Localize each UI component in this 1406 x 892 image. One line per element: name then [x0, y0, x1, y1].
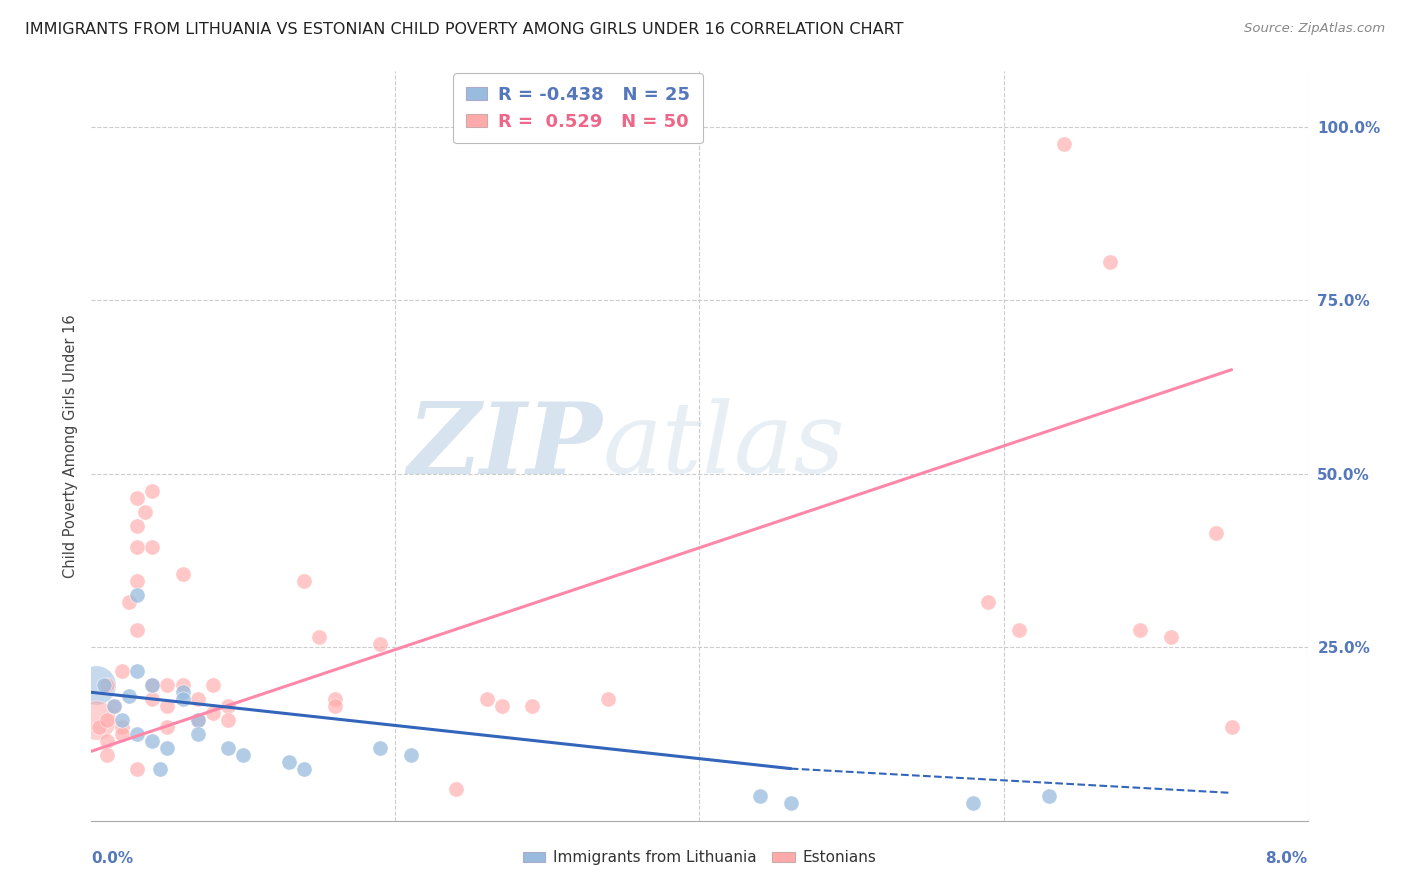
Text: 8.0%: 8.0%: [1265, 851, 1308, 866]
Point: [977, 595, 1000, 609]
Point: [84, 678, 107, 692]
Text: atlas: atlas: [602, 399, 845, 493]
Point: [125, 727, 148, 741]
Point: [1160, 630, 1182, 644]
Point: [111, 720, 134, 734]
Point: [202, 678, 225, 692]
Point: [111, 713, 134, 727]
Point: [444, 782, 467, 797]
Point: [368, 740, 391, 755]
Point: [84, 713, 107, 727]
Point: [134, 505, 156, 519]
Point: [962, 797, 984, 811]
Point: [1129, 623, 1152, 637]
Point: [149, 762, 172, 776]
Point: [141, 678, 163, 692]
Point: [156, 678, 179, 692]
Point: [141, 540, 163, 554]
Point: [96, 678, 118, 692]
Point: [156, 720, 179, 734]
Point: [1053, 137, 1076, 152]
Point: [172, 685, 194, 699]
Point: [125, 491, 148, 505]
Point: [491, 699, 513, 714]
Point: [779, 797, 801, 811]
Text: 0.0%: 0.0%: [91, 851, 134, 866]
Point: [111, 727, 134, 741]
Point: [278, 755, 301, 769]
Point: [1098, 255, 1121, 269]
Point: [1220, 720, 1243, 734]
Point: [399, 747, 422, 762]
Point: [1205, 525, 1227, 540]
Point: [103, 699, 125, 714]
Legend: Immigrants from Lithuania, Estonians: Immigrants from Lithuania, Estonians: [515, 843, 884, 873]
Point: [118, 689, 141, 703]
Point: [598, 692, 620, 706]
Text: Source: ZipAtlas.com: Source: ZipAtlas.com: [1244, 22, 1385, 36]
Y-axis label: Child Poverty Among Girls Under 16: Child Poverty Among Girls Under 16: [62, 314, 77, 578]
Point: [156, 699, 179, 714]
Point: [202, 706, 225, 720]
Point: [118, 595, 141, 609]
Point: [323, 699, 346, 714]
Point: [217, 699, 239, 714]
Point: [217, 740, 239, 755]
Point: [187, 713, 209, 727]
Point: [308, 630, 330, 644]
Point: [141, 692, 163, 706]
Point: [187, 727, 209, 741]
Point: [172, 567, 194, 582]
Point: [1038, 789, 1060, 804]
Text: ZIP: ZIP: [408, 398, 602, 494]
Point: [368, 637, 391, 651]
Point: [522, 699, 544, 714]
Point: [93, 678, 115, 692]
Point: [141, 734, 163, 748]
Text: IMMIGRANTS FROM LITHUANIA VS ESTONIAN CHILD POVERTY AMONG GIRLS UNDER 16 CORRELA: IMMIGRANTS FROM LITHUANIA VS ESTONIAN CH…: [25, 22, 904, 37]
Point: [125, 518, 148, 533]
Point: [187, 713, 209, 727]
Point: [111, 665, 134, 679]
Point: [141, 678, 163, 692]
Point: [125, 588, 148, 602]
Point: [187, 692, 209, 706]
Point: [96, 713, 118, 727]
Point: [141, 484, 163, 499]
Point: [96, 747, 118, 762]
Point: [96, 734, 118, 748]
Point: [125, 762, 148, 776]
Point: [172, 678, 194, 692]
Point: [103, 699, 125, 714]
Point: [292, 574, 315, 589]
Point: [125, 574, 148, 589]
Point: [232, 747, 254, 762]
Point: [323, 692, 346, 706]
Point: [475, 692, 498, 706]
Point: [217, 713, 239, 727]
Point: [125, 665, 148, 679]
Point: [156, 740, 179, 755]
Point: [749, 789, 772, 804]
Point: [1008, 623, 1031, 637]
Point: [125, 540, 148, 554]
Point: [87, 720, 110, 734]
Point: [292, 762, 315, 776]
Point: [125, 623, 148, 637]
Point: [172, 692, 194, 706]
